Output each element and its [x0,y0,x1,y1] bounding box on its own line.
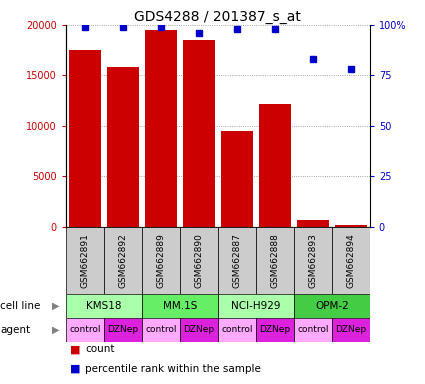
Bar [142,227,180,294]
Bar [332,227,370,294]
Bar [142,318,180,342]
Text: DZNep: DZNep [183,325,214,334]
Bar [144,30,177,227]
Text: ▶: ▶ [51,325,59,335]
Bar [294,227,332,294]
Bar [294,294,370,318]
Bar [180,227,218,294]
Text: MM.1S: MM.1S [163,301,197,311]
Text: GSM662889: GSM662889 [156,233,165,288]
Text: NCI-H929: NCI-H929 [231,301,280,311]
Text: GSM662890: GSM662890 [194,233,203,288]
Bar [183,40,215,227]
Text: GSM662887: GSM662887 [232,233,241,288]
Bar [221,131,253,227]
Bar [66,294,142,318]
Text: DZNep: DZNep [335,325,366,334]
Bar [332,318,370,342]
Bar [259,104,291,227]
Bar [334,225,367,227]
Text: ■: ■ [70,344,81,354]
Bar [218,318,256,342]
Bar [256,227,294,294]
Text: ▶: ▶ [51,301,59,311]
Bar [66,318,104,342]
Text: control: control [69,325,101,334]
Text: control: control [145,325,176,334]
Bar [66,227,104,294]
Text: control: control [221,325,252,334]
Title: GDS4288 / 201387_s_at: GDS4288 / 201387_s_at [134,10,301,24]
Bar [104,318,142,342]
Bar [107,67,139,227]
Text: KMS18: KMS18 [86,301,122,311]
Bar [142,294,218,318]
Text: DZNep: DZNep [259,325,290,334]
Text: GSM662894: GSM662894 [346,233,355,288]
Text: control: control [297,325,329,334]
Text: OPM-2: OPM-2 [315,301,348,311]
Bar [297,220,329,227]
Bar [69,50,101,227]
Text: GSM662891: GSM662891 [80,233,89,288]
Text: agent: agent [0,325,31,335]
Bar [218,227,256,294]
Bar [104,227,142,294]
Bar [180,318,218,342]
Bar [294,318,332,342]
Text: ■: ■ [70,364,81,374]
Text: GSM662888: GSM662888 [270,233,279,288]
Bar [218,294,294,318]
Text: DZNep: DZNep [107,325,139,334]
Text: count: count [85,344,114,354]
Text: cell line: cell line [0,301,41,311]
Text: GSM662892: GSM662892 [118,233,127,288]
Text: GSM662893: GSM662893 [308,233,317,288]
Text: percentile rank within the sample: percentile rank within the sample [85,364,261,374]
Bar [256,318,294,342]
